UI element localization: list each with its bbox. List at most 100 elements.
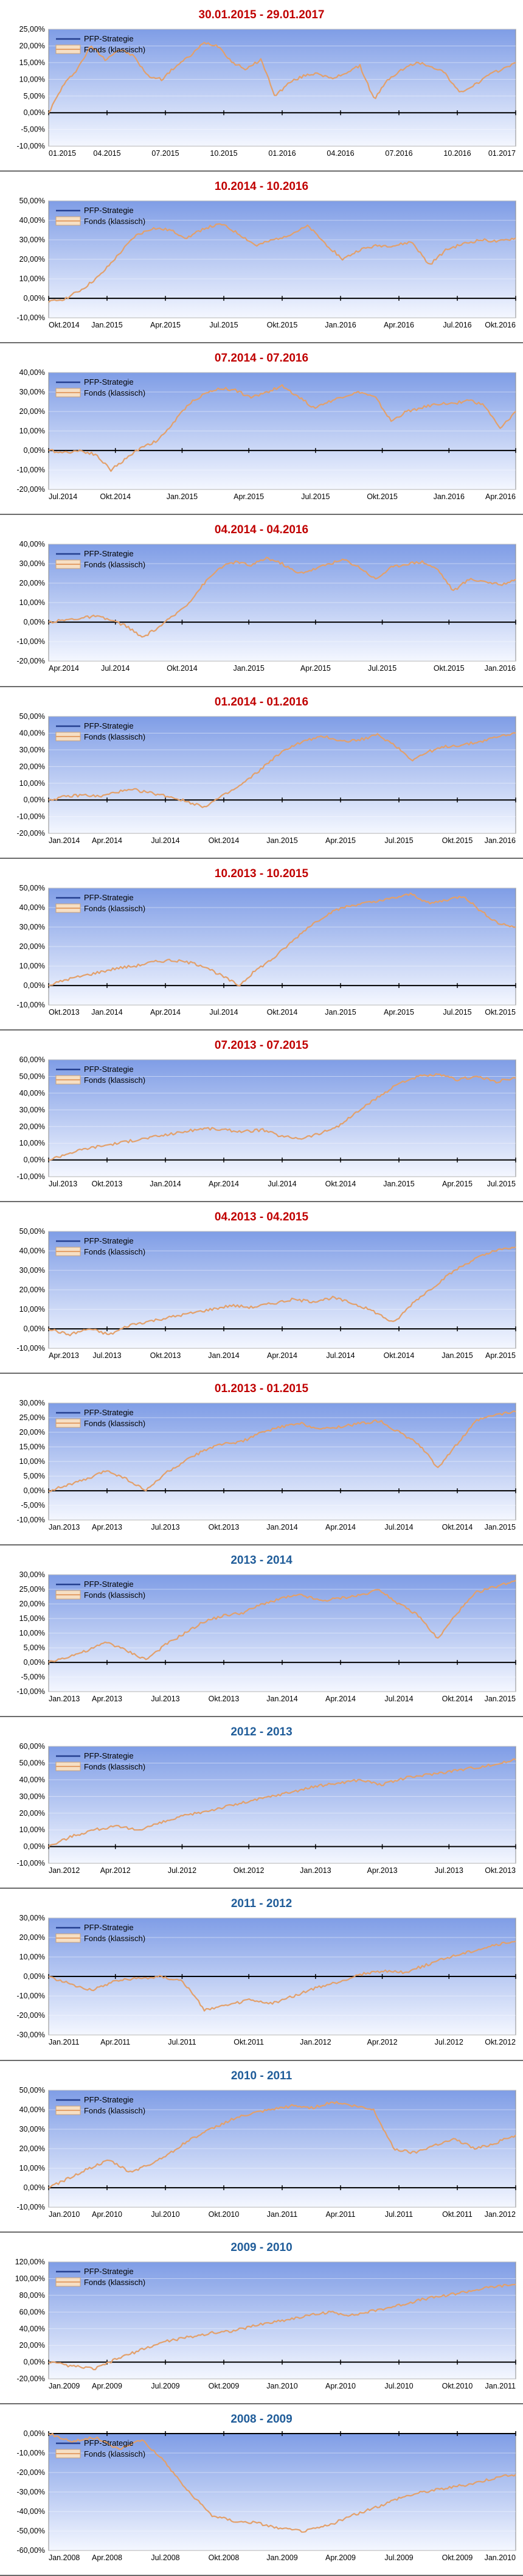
x-tick-label: Jan.2014 <box>49 836 80 845</box>
y-tick-label: 0,00% <box>24 446 45 455</box>
legend-label-pfp: PFP-Strategie <box>84 34 134 43</box>
line-chart: 07.2013 - 07.2015 60,00% 50,00% 40,00% 30,00… <box>17 1039 516 1188</box>
x-tick-label: Jul.2015 <box>209 321 238 329</box>
x-tick-label: Jan.2011 <box>49 2039 79 2047</box>
x-tick-label: Jan.2016 <box>485 836 516 845</box>
legend-label-pfp: PFP-Strategie <box>84 893 134 902</box>
y-tick-label: -5,00% <box>21 1501 45 1510</box>
x-tick-label: Okt.2013 <box>485 1866 516 1875</box>
y-tick-label: 50,00% <box>19 1759 45 1768</box>
x-tick-label: Jul.2013 <box>49 1180 77 1188</box>
chart-panel: 2012 - 2013 60,00% 50,00% 40,00% 30,00% 20,00… <box>0 1717 523 1889</box>
y-tick-label: -10,00% <box>17 637 46 646</box>
legend-label-fonds: Fonds (klassisch) <box>84 1934 145 1943</box>
y-tick-label: -50,00% <box>17 2527 46 2535</box>
y-tick-label: 80,00% <box>19 2291 45 2300</box>
y-tick-label: 30,00% <box>19 1570 45 1579</box>
legend-label-pfp: PFP-Strategie <box>84 206 134 215</box>
y-tick-label: 30,00% <box>19 388 45 396</box>
series-line-fonds <box>48 1580 516 1664</box>
x-tick-label: Okt.2010 <box>442 2382 473 2390</box>
y-tick-label: 50,00% <box>19 884 45 892</box>
x-tick-label: Jan.2015 <box>167 492 198 501</box>
legend-label-pfp: PFP-Strategie <box>84 2438 134 2448</box>
y-tick-label: -10,00% <box>17 1344 46 1353</box>
x-tick-label: Okt.2008 <box>209 2553 240 2562</box>
y-tick-label: 60,00% <box>19 1055 45 1064</box>
y-tick-label: 0,00% <box>24 2429 45 2438</box>
y-tick-label: 50,00% <box>19 1072 45 1080</box>
x-tick-label: Apr.2015 <box>150 321 181 329</box>
y-tick-label: 0,00% <box>24 2183 45 2192</box>
legend-label-pfp: PFP-Strategie <box>84 1408 134 1417</box>
y-tick-label: -20,00% <box>17 657 46 666</box>
y-tick-label: 10,00% <box>19 1826 45 1835</box>
y-tick-label: 10,00% <box>19 2164 45 2172</box>
x-tick-label: Jul.2014 <box>101 665 130 673</box>
y-tick-label: -20,00% <box>17 485 46 494</box>
y-tick-label: 20,00% <box>19 1122 45 1131</box>
plot-area <box>48 1402 516 1521</box>
x-tick-label: Jan.2016 <box>485 665 516 673</box>
plot-area <box>48 716 516 834</box>
y-tick-label: 40,00% <box>19 2325 45 2333</box>
x-tick-label: 01.2017 <box>488 149 516 158</box>
x-tick-label: Jul.2013 <box>151 1695 179 1703</box>
chart-panel: 10.2014 - 10.2016 50,00% 40,00% 30,00% 20,00… <box>0 172 523 344</box>
line-chart: 2009 - 2010 120,00% 100,00% 80,00% 60,00% 40,… <box>15 2241 516 2390</box>
chart-title: 2009 - 2010 <box>230 2241 292 2254</box>
x-tick-label: Jan.2011 <box>485 2382 516 2390</box>
x-tick-label: Okt.2014 <box>209 836 240 845</box>
x-tick-label: Jul.2013 <box>151 1523 179 1531</box>
y-tick-label: 20,00% <box>19 1600 45 1608</box>
x-tick-label: Jul.2014 <box>151 836 179 845</box>
x-tick-label: Okt.2015 <box>442 836 473 845</box>
x-tick-label: Apr.2013 <box>92 1523 122 1531</box>
line-chart: 01.2013 - 01.2015 30,00% 25,00% 20,00% 15,00… <box>17 1382 516 1531</box>
line-chart: 2010 - 2011 50,00% 40,00% 30,00% 20,00% 10,00… <box>17 2070 516 2219</box>
x-tick-label: Apr.2014 <box>49 665 79 673</box>
y-tick-label: 0,00% <box>24 2357 45 2366</box>
line-chart: 2012 - 2013 60,00% 50,00% 40,00% 30,00% 20,00… <box>17 1726 516 1875</box>
line-chart: 04.2014 - 04.2016 40,00% 30,00% 20,00% 10,00… <box>17 523 516 673</box>
x-tick-label: 04.2015 <box>93 149 120 158</box>
y-tick-label: 20,00% <box>19 942 45 951</box>
x-tick-label: Apr.2013 <box>49 1351 79 1360</box>
x-tick-label: Apr.2016 <box>384 321 414 329</box>
series-line-fonds <box>48 1246 516 1337</box>
legend-label-fonds: Fonds (klassisch) <box>84 1247 145 1256</box>
x-tick-label: Okt.2014 <box>384 1351 415 1360</box>
plot-area <box>48 1746 516 1864</box>
series-line-fonds <box>48 1073 516 1161</box>
y-tick-label: 20,00% <box>19 579 45 587</box>
y-tick-label: 15,00% <box>19 1443 45 1451</box>
y-tick-label: -10,00% <box>17 1687 46 1696</box>
y-tick-label: -60,00% <box>17 2546 46 2555</box>
y-tick-label: 10,00% <box>19 275 45 283</box>
chart-title: 10.2013 - 10.2015 <box>215 867 309 880</box>
chart-title: 2012 - 2013 <box>230 1726 292 1738</box>
x-tick-label: Okt.2013 <box>150 1351 181 1360</box>
x-tick-label: Jul.2010 <box>384 2382 413 2390</box>
y-tick-label: -20,00% <box>17 829 46 838</box>
x-tick-label: Okt.2013 <box>209 1695 240 1703</box>
y-tick-label: 0,00% <box>24 108 45 117</box>
series-line-fonds <box>48 892 516 987</box>
x-tick-label: Okt.2009 <box>209 2382 240 2390</box>
x-tick-label: 01.2016 <box>268 149 296 158</box>
x-tick-label: Apr.2014 <box>209 1180 239 1188</box>
x-tick-label: Okt.2015 <box>485 1008 516 1017</box>
y-tick-label: 50,00% <box>19 1227 45 1236</box>
y-tick-label: 40,00% <box>19 1089 45 1097</box>
series-line-fonds <box>48 556 516 638</box>
y-tick-label: 60,00% <box>19 2308 45 2316</box>
y-tick-label: 40,00% <box>19 2105 45 2114</box>
x-tick-label: Apr.2013 <box>92 1695 122 1703</box>
x-tick-label: Jan.2009 <box>49 2382 80 2390</box>
x-tick-label: Jul.2014 <box>209 1008 238 1017</box>
chart-panel: 04.2013 - 04.2015 50,00% 40,00% 30,00% 20,00… <box>0 1202 523 1374</box>
y-tick-label: 40,00% <box>19 368 45 377</box>
y-tick-label: 5,00% <box>24 1472 45 1480</box>
x-tick-label: Jan.2010 <box>49 2210 80 2219</box>
